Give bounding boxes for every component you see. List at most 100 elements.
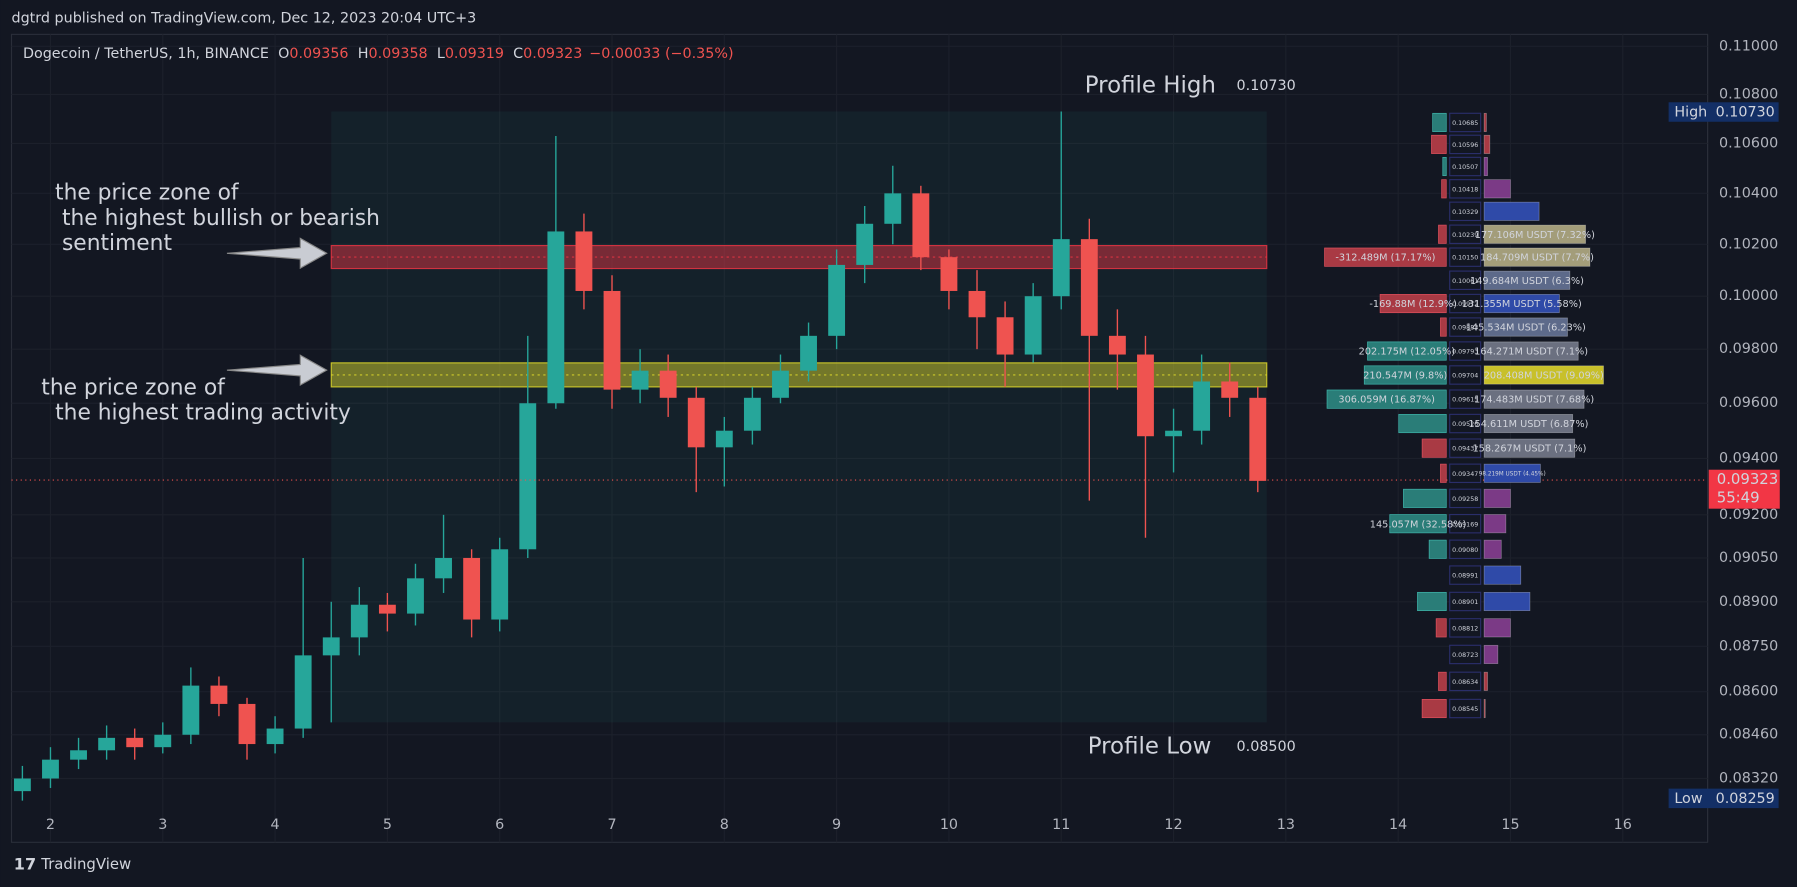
row-price-box — [1449, 247, 1482, 267]
y-tick-label: 0.09050 — [1719, 550, 1778, 566]
x-tick-label: 13 — [1277, 817, 1295, 833]
candle-body — [435, 557, 452, 579]
row-price-label: 0.09883 — [1452, 325, 1478, 332]
row-right-bar — [1483, 389, 1585, 409]
row-price-label: 0.09258 — [1452, 496, 1478, 503]
candle-body — [378, 604, 396, 614]
row-right-bar — [1483, 341, 1579, 361]
low-marker-value: 0.08259 — [1716, 791, 1775, 807]
profile-rows: 0.10685 0.10596 0.10507 0.10418 0.10329 0.102… — [1324, 112, 1604, 719]
row-price-label: 0.09526 — [1452, 421, 1478, 428]
candle-body — [210, 685, 228, 704]
candle-body — [603, 290, 621, 390]
row-left-bar — [1438, 224, 1447, 244]
row-right-bar — [1483, 179, 1511, 199]
row-left-bar — [1324, 247, 1447, 267]
y-tick-label: 0.09400 — [1719, 450, 1778, 466]
x-tick-label: 6 — [495, 817, 504, 833]
legend-key: O — [278, 46, 289, 62]
zone — [330, 362, 1268, 388]
annotation: the highest bullish or bearish — [55, 206, 380, 231]
x-tick-label: 11 — [1052, 817, 1070, 833]
candle-body — [407, 578, 424, 614]
candles — [11, 111, 1708, 801]
row-price-box — [1449, 134, 1482, 155]
candle-body — [238, 703, 256, 745]
row-left-bar — [1438, 671, 1447, 691]
candle-body — [659, 370, 677, 398]
row-price-label: 0.09080 — [1452, 547, 1478, 554]
row-right-bar — [1483, 438, 1576, 458]
row-price-box — [1449, 513, 1482, 534]
row-right-bar — [1483, 134, 1491, 154]
candle-body — [13, 778, 31, 792]
y-tick-label: 0.09800 — [1719, 341, 1778, 357]
y-tick-label: 0.08750 — [1719, 638, 1778, 654]
y-tick-label: 0.08900 — [1719, 594, 1778, 610]
annotation: sentiment — [55, 231, 172, 256]
candle-body — [996, 317, 1014, 355]
x-tick-label: 3 — [158, 817, 167, 833]
row-price-box — [1449, 565, 1482, 585]
zone — [330, 244, 1268, 270]
row-price-box — [1449, 438, 1482, 458]
candle-body — [743, 397, 761, 431]
row-price-label: 0.10329 — [1452, 209, 1478, 216]
x-tick-label: 9 — [832, 817, 841, 833]
annotation: the highest trading activity — [41, 401, 351, 426]
candle-body — [828, 264, 846, 336]
row-right-bar — [1483, 224, 1586, 244]
annotation: the price zone of — [41, 375, 226, 400]
row-right-label: 145.534M USDT (6.23%) — [1466, 323, 1586, 334]
row-left-bar — [1379, 294, 1447, 314]
brand-name: TradingView — [40, 855, 131, 873]
row-price-label: 0.08723 — [1452, 652, 1478, 659]
row-price-label: 0.10685 — [1452, 120, 1478, 127]
legend-value: 0.09358 — [368, 46, 427, 62]
row-left-bar — [1363, 365, 1447, 385]
row-left-label: 210.547M (9.8%) — [1363, 371, 1447, 382]
y-tick-label: 0.08320 — [1719, 771, 1778, 787]
row-left-bar — [1326, 389, 1447, 409]
candle-body — [182, 685, 200, 735]
brand-logo: 17 — [14, 855, 36, 874]
row-price-box — [1449, 413, 1482, 434]
high-marker-name: High — [1674, 105, 1707, 121]
row-right-bar — [1483, 565, 1522, 585]
arrow — [226, 354, 328, 387]
row-right-label: 174.483M USDT (7.68%) — [1474, 395, 1594, 406]
candle-body — [631, 370, 649, 390]
row-right-label: 98.219M USDT (4.45%) — [1479, 471, 1546, 477]
row-left-bar — [1432, 112, 1447, 132]
legend-value: 0.09323 — [523, 46, 582, 62]
row-price-label: 0.08545 — [1452, 706, 1478, 713]
countdown: 55:49 — [1717, 488, 1760, 506]
profile-high-value: 0.10730 — [1237, 78, 1296, 94]
y-tick-label: 0.10000 — [1719, 288, 1778, 304]
row-right-bar — [1483, 317, 1568, 337]
legend-key: H — [358, 46, 369, 62]
row-left-bar — [1417, 591, 1447, 612]
y-tick-label: 0.11000 — [1719, 38, 1778, 54]
candle-body — [322, 637, 340, 656]
row-left-label: -312.489M (17.17%) — [1335, 253, 1435, 264]
row-price-label: 0.10061 — [1452, 278, 1478, 285]
row-right-label: 177.106M USDT (7.32%) — [1475, 230, 1595, 241]
row-price-box — [1449, 179, 1482, 199]
row-price-label: 0.10596 — [1452, 142, 1478, 149]
y-tick-label: 0.08460 — [1719, 727, 1778, 743]
candle-body — [912, 193, 930, 258]
row-right-label: 149.684M USDT (6.3%) — [1470, 276, 1584, 287]
y-tick-label: 0.10600 — [1719, 135, 1778, 151]
row-price-box — [1449, 698, 1482, 719]
legend-key: C — [513, 46, 523, 62]
candle-body — [154, 734, 172, 748]
row-right-bar — [1483, 463, 1541, 483]
row-price-box — [1449, 671, 1482, 692]
y-tick-label: 0.09200 — [1719, 507, 1778, 523]
row-right-bar — [1483, 644, 1499, 664]
row-price-box — [1449, 341, 1482, 361]
candle-body — [70, 750, 87, 760]
